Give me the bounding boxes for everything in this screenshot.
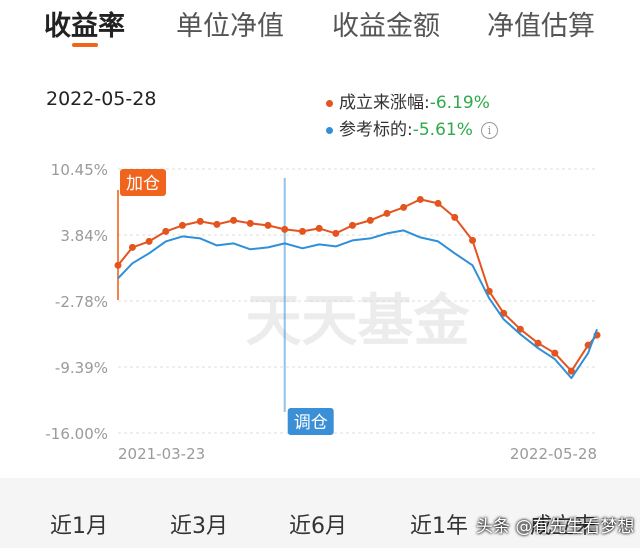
fund-data-point	[400, 203, 408, 211]
fund-data-point	[516, 325, 524, 333]
fund-data-point	[434, 199, 442, 207]
marker-badge	[120, 169, 166, 196]
y-tick-label: -16.00%	[45, 425, 108, 443]
range-1y[interactable]: 近1年	[410, 514, 468, 539]
fund-data-point	[451, 213, 459, 221]
active-tab-indicator	[72, 43, 98, 47]
fund-data-point	[366, 216, 374, 224]
legend-benchmark-label: 参考标的:	[339, 120, 413, 140]
range-3m[interactable]: 近3月	[170, 514, 228, 539]
fund-data-point	[246, 219, 254, 227]
range-selector: 近1月 近3月 近6月 近1年 成立来	[0, 478, 640, 548]
fund-data-point	[264, 221, 272, 229]
fund-data-point	[383, 209, 391, 217]
fund-data-point	[469, 236, 477, 244]
chart-date: 2022-05-28	[46, 88, 157, 110]
x-tick-label: 2022-05-28	[510, 445, 597, 463]
range-6m[interactable]: 近6月	[289, 514, 347, 539]
fund-data-point	[551, 349, 559, 357]
tab-return-amount[interactable]: 收益金额	[332, 11, 440, 42]
chart-watermark: 天天基金	[246, 288, 471, 354]
fund-data-point	[114, 261, 122, 269]
fund-data-point	[332, 229, 340, 237]
info-icon[interactable]: i	[480, 121, 498, 139]
tab-return-rate[interactable]: 收益率	[44, 11, 125, 42]
fund-data-point	[178, 221, 186, 229]
tab-nav-estimate[interactable]: 净值估算	[487, 11, 595, 42]
fund-data-point	[196, 217, 204, 225]
y-tick-label: -2.78%	[55, 293, 108, 311]
fund-data-point	[128, 243, 136, 251]
fund-data-point	[145, 237, 153, 245]
credit-watermark: 头条 @有先生看梦想	[476, 517, 635, 537]
fund-data-point	[213, 220, 221, 228]
fund-data-point	[348, 221, 356, 229]
legend-benchmark-value: -5.61%	[412, 120, 473, 140]
fund-data-point	[281, 225, 289, 233]
benchmark-series-line	[117, 229, 598, 380]
tab-bar: 收益率 单位净值 收益金额 净值估算	[0, 0, 640, 56]
marker-label: 加仓	[126, 174, 160, 194]
fund-data-point	[416, 195, 424, 203]
marker-label: 调仓	[294, 413, 328, 433]
y-tick-label: 3.84%	[60, 227, 108, 245]
legend-fund-dot	[326, 99, 333, 107]
fund-data-point	[534, 339, 542, 347]
marker-badge	[287, 408, 334, 435]
fund-data-point	[230, 216, 238, 224]
tab-unit-nav[interactable]: 单位净值	[176, 11, 284, 42]
fund-data-point	[315, 224, 323, 232]
legend-fund: 成立来涨幅:-6.19%	[326, 88, 490, 113]
y-tick-label: -9.39%	[55, 359, 108, 377]
legend-benchmark: 参考标的:-5.61% i	[326, 115, 498, 140]
range-since-inception[interactable]: 成立来	[530, 514, 597, 539]
range-1m[interactable]: 近1月	[50, 514, 108, 539]
y-tick-label: 10.45%	[51, 161, 108, 179]
legend-fund-label: 成立来涨幅:	[339, 93, 430, 113]
fund-data-point	[567, 367, 575, 375]
legend-fund-value: -6.19%	[429, 93, 490, 113]
legend-benchmark-dot	[326, 126, 333, 134]
x-tick-label: 2021-03-23	[118, 445, 205, 463]
fund-data-point	[298, 227, 306, 235]
return-chart[interactable]: 天天基金 10.45% 3.84% -2.78% -9.39% -16.00% 2021-0…	[0, 150, 640, 470]
fund-data-point	[162, 227, 170, 235]
